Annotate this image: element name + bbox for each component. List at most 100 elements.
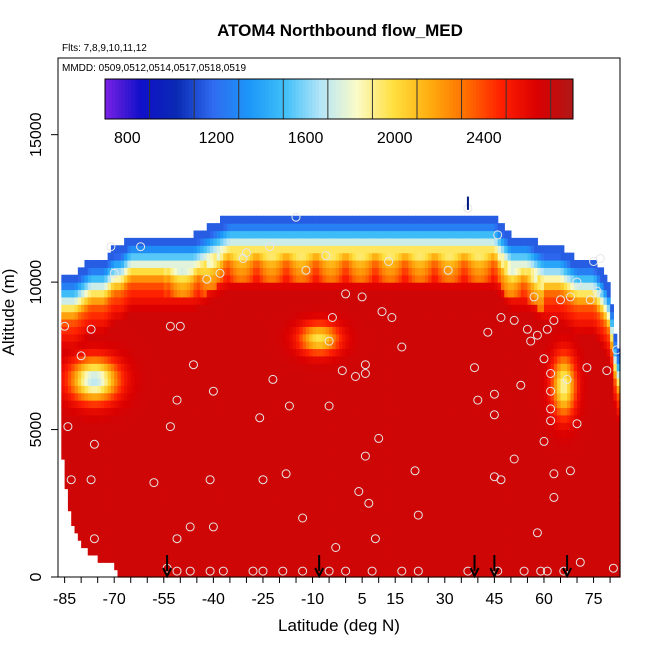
heatmap-cell xyxy=(177,451,181,460)
heatmap-cell xyxy=(210,554,214,563)
heatmap-cell xyxy=(147,569,152,578)
heatmap-cell xyxy=(325,355,330,364)
heatmap-cell xyxy=(289,540,294,549)
heatmap-cell xyxy=(312,510,317,519)
heatmap-cell xyxy=(206,370,211,379)
heatmap-cell xyxy=(408,377,413,386)
heatmap-cell xyxy=(229,245,234,254)
heatmap-cell xyxy=(190,289,195,298)
heatmap-cell xyxy=(229,282,234,291)
heatmap-cell xyxy=(183,274,188,283)
heatmap-cell xyxy=(157,392,162,401)
heatmap-cell xyxy=(190,304,195,313)
heatmap-cell xyxy=(117,407,122,416)
heatmap-cell xyxy=(203,488,208,497)
heatmap-cell xyxy=(348,414,353,423)
heatmap-cell xyxy=(150,554,155,563)
heatmap-cell xyxy=(206,554,211,563)
heatmap-cell xyxy=(266,451,271,460)
heatmap-cell xyxy=(160,252,165,261)
heatmap-cell xyxy=(388,562,393,571)
heatmap-cell xyxy=(177,481,181,490)
heatmap-cell xyxy=(405,289,410,298)
heatmap-cell xyxy=(203,562,208,571)
heatmap-cell xyxy=(193,488,198,497)
heatmap-cell xyxy=(329,481,333,490)
heatmap-cell xyxy=(339,260,343,268)
heatmap-cell xyxy=(405,422,410,431)
heatmap-cell xyxy=(130,245,135,254)
heatmap-cell xyxy=(170,466,175,475)
heatmap-cell xyxy=(339,569,343,578)
heatmap-cell xyxy=(368,215,373,224)
heatmap-cell xyxy=(180,370,185,379)
heatmap-cell xyxy=(259,341,264,350)
heatmap-cell xyxy=(94,363,99,372)
heatmap-cell xyxy=(358,348,363,357)
heatmap-cell xyxy=(157,554,162,563)
heatmap-cell xyxy=(339,459,343,468)
heatmap-cell xyxy=(157,473,162,482)
heatmap-cell xyxy=(368,466,373,475)
heatmap-cell xyxy=(177,296,181,305)
heatmap-cell xyxy=(160,296,165,305)
heatmap-cell xyxy=(77,451,82,460)
heatmap-cell xyxy=(408,348,413,357)
heatmap-cell xyxy=(368,252,373,261)
heatmap-cell xyxy=(110,245,115,254)
heatmap-cell xyxy=(219,318,224,327)
heatmap-cell xyxy=(249,377,254,386)
heatmap-cell xyxy=(226,289,231,298)
heatmap-cell xyxy=(411,318,416,327)
heatmap-cell xyxy=(395,466,400,475)
heatmap-cell xyxy=(124,473,129,482)
heatmap-cell xyxy=(110,547,115,556)
heatmap-cell xyxy=(368,569,373,578)
heatmap-cell xyxy=(398,326,403,335)
heatmap-cell xyxy=(213,237,218,246)
heatmap-cell xyxy=(117,296,122,305)
heatmap-cell xyxy=(236,230,241,239)
heatmap-cell xyxy=(91,311,95,320)
heatmap-cell xyxy=(385,414,390,423)
heatmap-cell xyxy=(77,289,82,298)
heatmap-cell xyxy=(190,274,195,283)
heatmap-cell xyxy=(276,341,281,350)
heatmap-cell xyxy=(375,252,380,261)
heatmap-cell xyxy=(319,540,324,549)
heatmap-cell xyxy=(219,215,224,224)
heatmap-cell xyxy=(203,459,208,468)
heatmap-cell xyxy=(236,392,241,401)
heatmap-cell xyxy=(229,237,234,246)
heatmap-cell xyxy=(134,429,138,438)
heatmap-cell xyxy=(110,260,115,268)
heatmap-cell xyxy=(143,282,148,291)
heatmap-cell xyxy=(315,245,320,254)
heatmap-cell xyxy=(335,223,340,232)
heatmap-cell xyxy=(348,289,353,298)
heatmap-cell xyxy=(329,510,333,519)
heatmap-cell xyxy=(114,267,119,276)
heatmap-cell xyxy=(368,223,373,232)
heatmap-cell xyxy=(388,436,393,445)
heatmap-cell xyxy=(325,407,330,416)
heatmap-cell xyxy=(296,525,300,534)
heatmap-cell xyxy=(375,569,380,578)
heatmap-cell xyxy=(375,407,380,416)
heatmap-cell xyxy=(196,436,201,445)
heatmap-cell xyxy=(137,466,142,475)
heatmap-cell xyxy=(140,370,145,379)
heatmap-cell xyxy=(309,215,314,224)
heatmap-cell xyxy=(262,451,267,460)
heatmap-cell xyxy=(401,333,406,342)
heatmap-cell xyxy=(332,245,337,254)
heatmap-cell xyxy=(243,289,248,298)
heatmap-cell xyxy=(229,355,234,364)
heatmap-cell xyxy=(243,481,248,490)
heatmap-cell xyxy=(114,473,119,482)
heatmap-cell xyxy=(279,414,284,423)
heatmap-cell xyxy=(140,481,145,490)
heatmap-cell xyxy=(332,341,337,350)
heatmap-cell xyxy=(319,282,324,291)
heatmap-cell xyxy=(114,444,119,453)
